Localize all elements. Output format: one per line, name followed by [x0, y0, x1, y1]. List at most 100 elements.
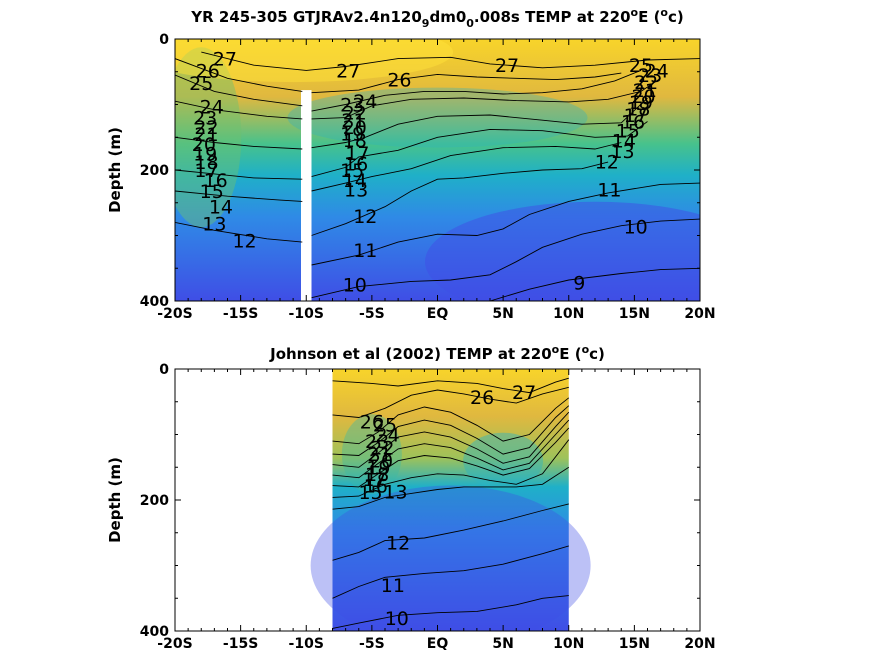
x-tick-label: 20N — [684, 636, 715, 652]
title-part: YR 245-305 GTJRAv2.4n120 — [190, 8, 422, 26]
x-tick-label: -20S — [157, 636, 192, 652]
contour-label: 27 — [336, 60, 360, 82]
title-part: 0 — [466, 17, 474, 30]
contour-label: 23 — [365, 431, 389, 453]
contour-label: 10 — [343, 275, 367, 297]
contour-label: 10 — [624, 216, 648, 238]
contour-label: 20 — [343, 117, 367, 139]
contour-label: 17 — [194, 160, 218, 182]
contour-10 — [332, 595, 569, 629]
contour-label: 16 — [344, 153, 368, 175]
tick-marks — [174, 368, 701, 632]
title-part: o — [552, 343, 560, 356]
contour-label: 19 — [340, 123, 364, 145]
contour-label: 18 — [626, 98, 650, 120]
contour-26 — [332, 386, 569, 418]
shade-south — [341, 414, 402, 495]
contour-label: 11 — [353, 240, 377, 262]
x-tick-label: 10N — [553, 306, 584, 322]
contour-label: 25 — [373, 415, 397, 437]
contour-label: 26 — [360, 411, 384, 433]
contour-16 — [175, 169, 303, 180]
contour-9 — [489, 267, 700, 301]
contour-26 — [311, 72, 622, 94]
contour-label: 20 — [369, 451, 393, 473]
contour-label: 22 — [194, 117, 218, 139]
x-tick-label: 5N — [492, 306, 513, 322]
contour-label: 16 — [621, 112, 645, 134]
shade-west — [175, 47, 242, 228]
x-tick-label: -5S — [359, 636, 385, 652]
contour-label: 12 — [595, 151, 619, 173]
x-tick-label: -20S — [157, 306, 192, 322]
contour-20 — [311, 97, 648, 149]
title-part: c) — [668, 8, 684, 26]
contour-label: 20 — [192, 134, 216, 156]
contour-label: 15 — [616, 121, 640, 143]
title-part: o — [660, 6, 668, 19]
contour-label: 26 — [196, 60, 220, 82]
contour-label: 19 — [366, 457, 390, 479]
title-part: o — [582, 343, 590, 356]
y-tick-label: 200 — [140, 493, 169, 509]
shade-thermocline — [287, 87, 588, 148]
contour-label: 24 — [645, 60, 669, 82]
title-part: E ( — [638, 8, 660, 26]
contour-25 — [311, 69, 642, 112]
contour-14 — [311, 142, 622, 192]
title-part: dm0 — [429, 8, 466, 26]
contour-label: 22 — [370, 438, 394, 460]
contour-11 — [332, 545, 569, 599]
contour-label: 12 — [386, 533, 410, 555]
x-tick-label: -5S — [359, 306, 385, 322]
contour-label: 13 — [202, 214, 226, 236]
contour-lines — [332, 377, 570, 629]
contour-label: 13 — [344, 180, 368, 202]
x-tick-label: 15N — [619, 636, 650, 652]
shade-cold — [425, 201, 700, 301]
contour-26 — [175, 58, 303, 92]
contour-label: 11 — [381, 575, 405, 597]
contour-label: 17 — [362, 469, 386, 491]
contour-label: 24 — [376, 425, 400, 447]
contour-11 — [311, 182, 700, 266]
contour-25 — [175, 74, 303, 107]
contour-27 — [201, 51, 700, 71]
contour-13 — [332, 466, 570, 510]
contour-label: 15 — [200, 181, 224, 203]
contour-label: 24 — [200, 96, 224, 118]
contour-20 — [175, 136, 303, 150]
contour-18 — [332, 419, 570, 479]
contour-label: 24 — [353, 91, 377, 113]
contour-label: 22 — [634, 72, 658, 94]
title-part: 9 — [422, 17, 430, 30]
contour-label: 14 — [209, 197, 233, 219]
contour-label: 25 — [629, 55, 653, 77]
contour-label: 26 — [387, 70, 411, 92]
title-part: E ( — [559, 345, 581, 363]
chart-title: Johnson et al (2002) TEMP at 220oE (oc) — [269, 343, 605, 363]
contour-label: 23 — [193, 108, 217, 130]
contour-label: 21 — [368, 444, 392, 466]
contour-16 — [311, 121, 648, 178]
contour-label: 10 — [385, 608, 409, 630]
x-tick-label: -15S — [223, 306, 258, 322]
contour-label: 15 — [340, 160, 364, 182]
contour-24 — [175, 100, 303, 120]
contour-label: 9 — [573, 273, 585, 295]
contour-label: 19 — [629, 92, 653, 114]
contour-label: 23 — [638, 65, 662, 87]
contour-label: 25 — [189, 73, 213, 95]
x-tick-label: -10S — [289, 636, 324, 652]
y-tick-label: 0 — [159, 32, 169, 48]
contour-22 — [332, 405, 570, 456]
x-tick-label: EQ — [427, 306, 449, 322]
contour-12 — [332, 503, 569, 561]
contour-label: 14 — [343, 170, 367, 192]
x-tick-label: -10S — [289, 306, 324, 322]
contour-16 — [332, 427, 570, 488]
